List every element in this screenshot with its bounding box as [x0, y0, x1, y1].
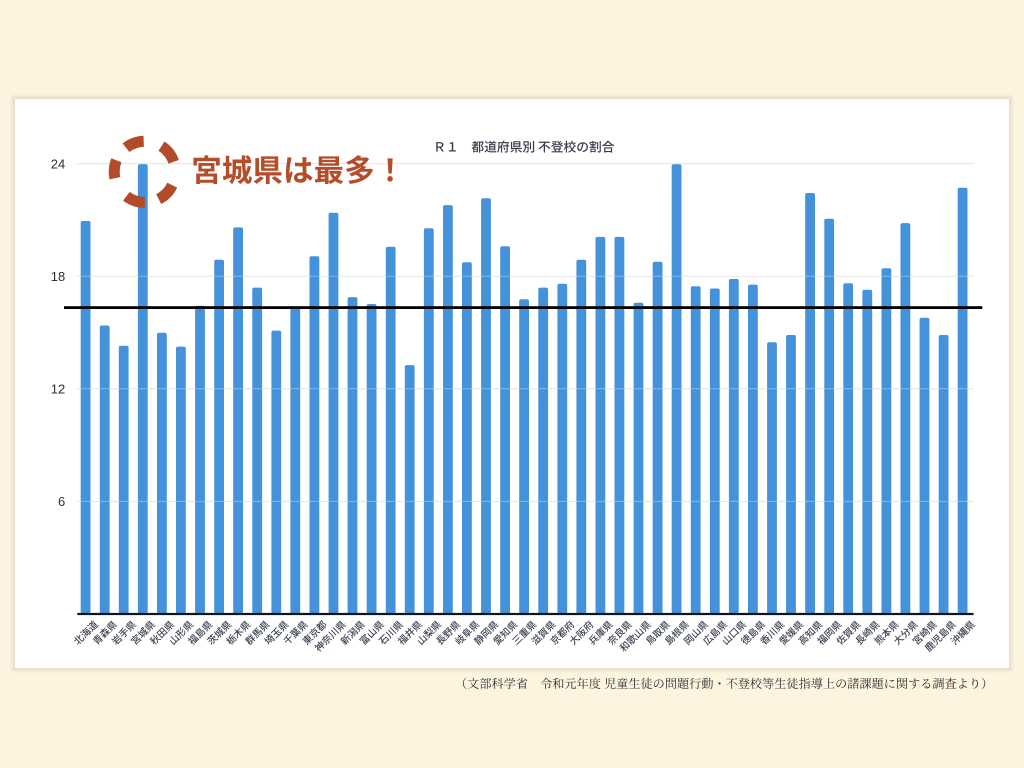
svg-text:24: 24 [51, 156, 65, 171]
svg-text:18: 18 [51, 269, 65, 284]
svg-text:12: 12 [51, 382, 65, 397]
svg-text:6: 6 [58, 494, 65, 509]
